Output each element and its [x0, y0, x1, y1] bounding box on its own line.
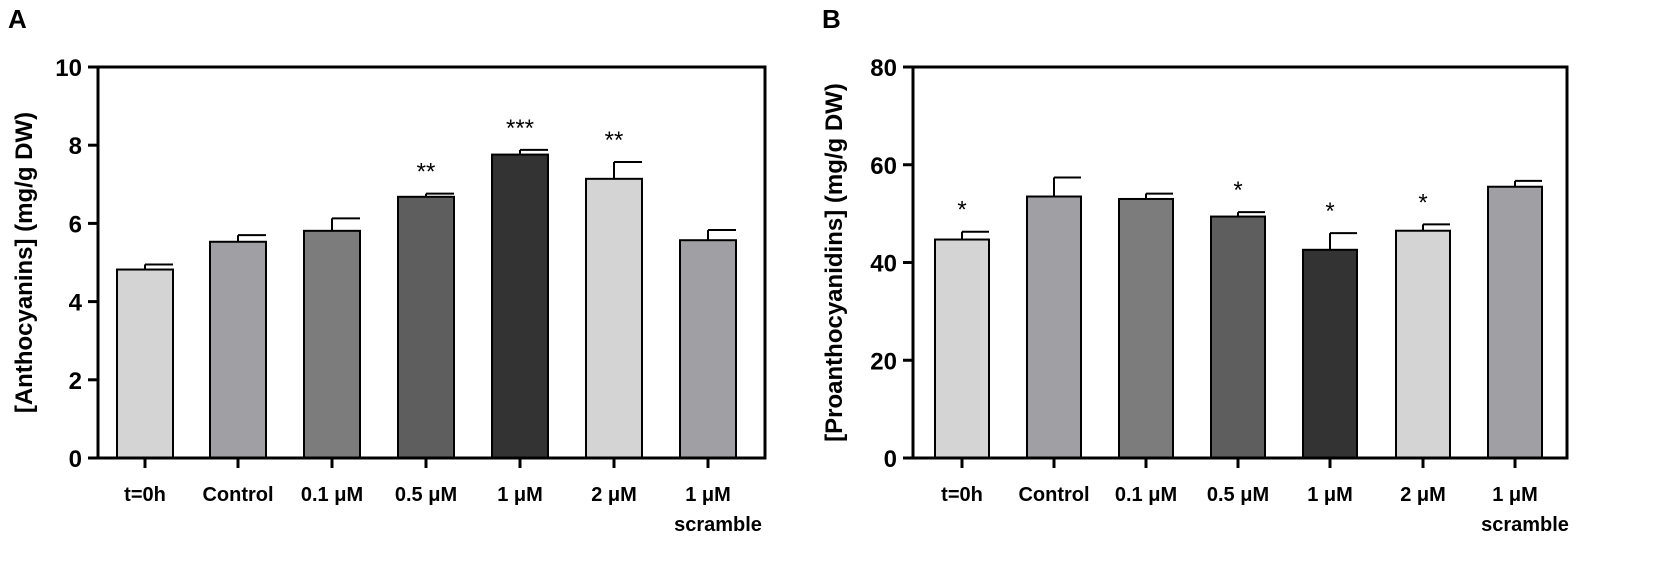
panel-a-category-label: 2 μM: [591, 484, 637, 506]
panel-b-letter: B: [822, 4, 841, 34]
panel-a-category-label: 0.1 μM: [301, 484, 363, 506]
panel-a-axes-frame: [96, 65, 767, 460]
panel-a-y-tick-label: 6: [69, 211, 82, 238]
panel-b-significance-label: *: [1418, 189, 1427, 216]
panel-b-category-label: 1 μM: [1492, 484, 1538, 506]
panel-a-significance-label: **: [605, 127, 624, 154]
panel-a-y-tick-label: 4: [69, 290, 83, 317]
panel-b-significance-label: *: [957, 197, 966, 224]
panel-b-significance-label: *: [1325, 198, 1334, 225]
panel-b-category-label: 0.5 μM: [1207, 484, 1269, 506]
panel-b-significance-label: *: [1233, 177, 1242, 204]
panel-a-y-tick-label: 10: [55, 55, 82, 82]
panel-a-bar: [679, 239, 737, 459]
panel-b-category-label: 0.1 μM: [1115, 484, 1177, 506]
panel-a-significance-label: **: [417, 159, 436, 186]
panel-b-y-tick-label: 80: [870, 55, 897, 82]
panel-b-axes-frame: [911, 65, 1569, 460]
panel-a-bar: [397, 195, 455, 459]
panel-b-category-label-line2: scramble: [1481, 514, 1569, 536]
panel-a: At=0h Control 0.1 μM ** 0.5 μM *** 1 μM ** 2 μM 1…: [8, 4, 767, 536]
panel-a-y-tick-label: 8: [69, 133, 82, 160]
panel-a-category-label: 1 μM: [685, 484, 731, 506]
panel-a-bar: [585, 177, 643, 460]
panel-b: B * t=0h Control 0.1 μM * 0.5 μM * 1 μM * 2 μM 1 μM…: [821, 4, 1569, 536]
panel-a-y-axis-title: [Anthocyanins] (mg/g DW): [11, 112, 38, 413]
panel-b-bar: [1487, 185, 1543, 459]
panel-b-bar: [1118, 197, 1174, 459]
panel-b-category-label: 1 μM: [1307, 484, 1353, 506]
panel-b-bar: [1302, 248, 1358, 459]
panel-b-category-label: t=0h: [941, 484, 983, 506]
panel-a-significance-label: ***: [506, 115, 534, 142]
panel-a-category-label: 0.5 μM: [395, 484, 457, 506]
panel-b-y-tick-label: 0: [884, 446, 897, 473]
panel-a-letter: A: [8, 4, 27, 34]
panel-a-category-label: t=0h: [124, 484, 166, 506]
panel-b-bar: [1026, 195, 1082, 460]
panel-b-category-label: Control: [1018, 484, 1089, 506]
panel-a-category-label: 1 μM: [497, 484, 543, 506]
panel-b-y-tick-label: 60: [870, 153, 897, 180]
panel-a-bar: [491, 153, 549, 459]
panel-a-y-tick-label: 2: [69, 368, 82, 395]
panel-b-bar: [934, 238, 990, 459]
panel-a-y-tick-label: 0: [69, 446, 82, 473]
panel-b-y-tick-label: 40: [870, 251, 897, 278]
panel-a-category-label: Control: [202, 484, 273, 506]
panel-a-bar: [209, 240, 267, 459]
panel-b-y-tick-label: 20: [870, 348, 897, 375]
panel-b-category-label: 2 μM: [1400, 484, 1446, 506]
panel-a-category-label-line2: scramble: [674, 514, 762, 536]
panel-a-bar: [116, 268, 174, 459]
panel-b-bar: [1395, 229, 1451, 459]
panel-a-bar: [303, 229, 361, 459]
panel-b-bar: [1210, 215, 1266, 459]
panel-b-y-axis-title: [Proanthocyanidins] (mg/g DW): [821, 83, 848, 442]
